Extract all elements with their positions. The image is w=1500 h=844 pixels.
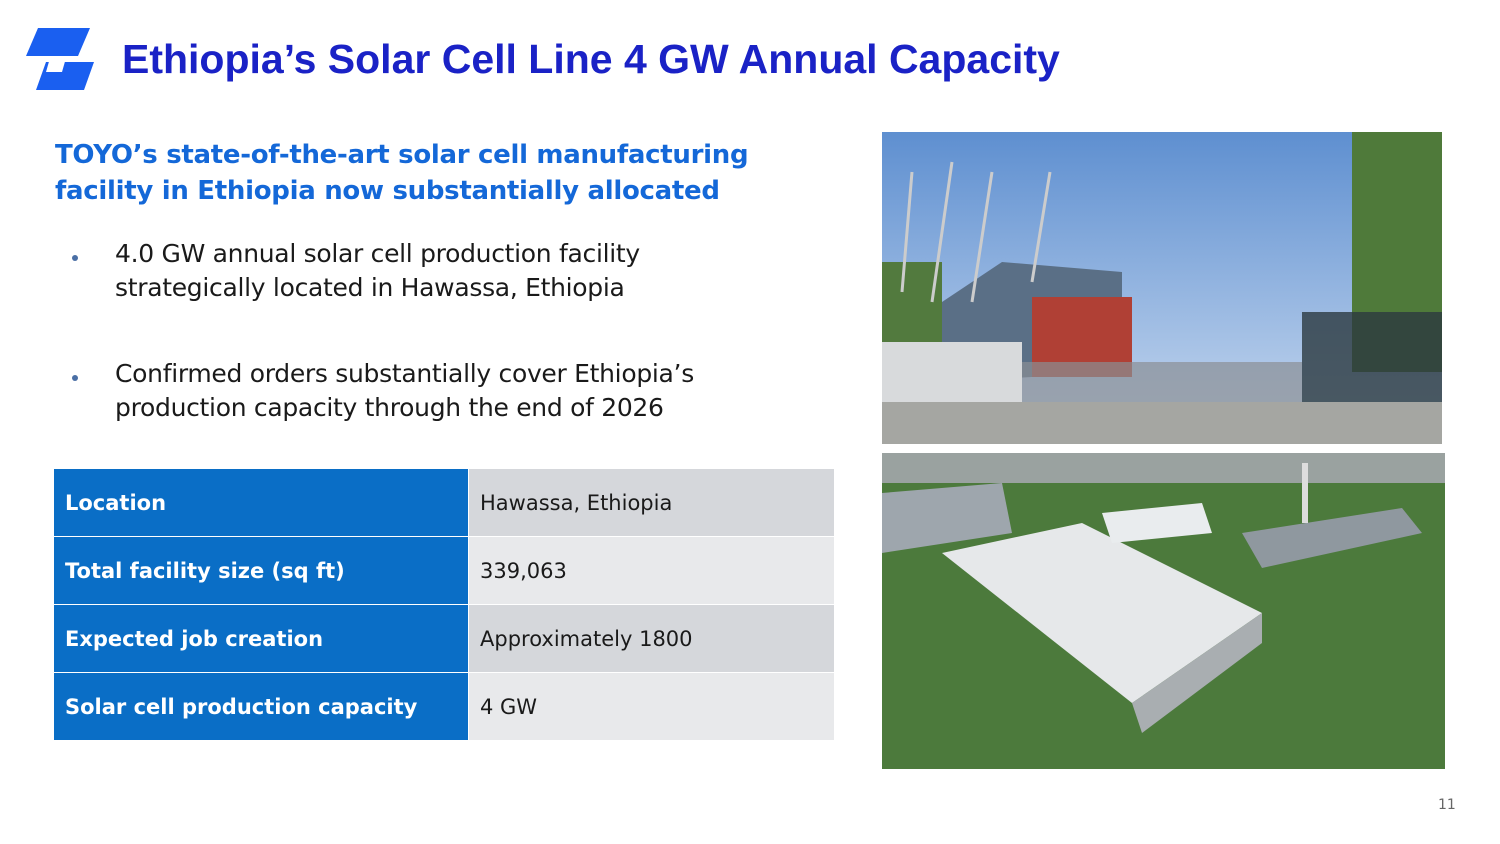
table-key: Total facility size (sq ft) (54, 537, 468, 604)
page-number: 11 (1438, 797, 1456, 813)
subtitle: facility in Ethiopia now substantially a… (55, 176, 720, 206)
table-value: 339,063 (469, 537, 834, 604)
table-key: Expected job creation (54, 605, 468, 672)
bullet-text: strategically located in Hawassa, Ethiop… (115, 273, 625, 302)
bullet-text: Confirmed orders substantially cover Eth… (115, 359, 694, 388)
table-key: Solar cell production capacity (54, 673, 468, 740)
table-value: 4 GW (469, 673, 834, 740)
subtitle: TOYO’s state-of-the-art solar cell manuf… (55, 140, 749, 170)
table-value: Hawassa, Ethiopia (469, 469, 834, 536)
bullet-dot (72, 375, 78, 381)
bullet-text: 4.0 GW annual solar cell production faci… (115, 239, 640, 268)
logo (26, 28, 94, 90)
title: Ethiopia’s Solar Cell Line 4 GW Annual C… (122, 36, 1060, 82)
photo-aerial (882, 453, 1445, 769)
bullet-dot (72, 255, 78, 261)
table-value: Approximately 1800 (469, 605, 834, 672)
bullet-text: production capacity through the end of 2… (115, 393, 664, 422)
photo-entrance (882, 132, 1442, 444)
table-key: Location (54, 469, 468, 536)
